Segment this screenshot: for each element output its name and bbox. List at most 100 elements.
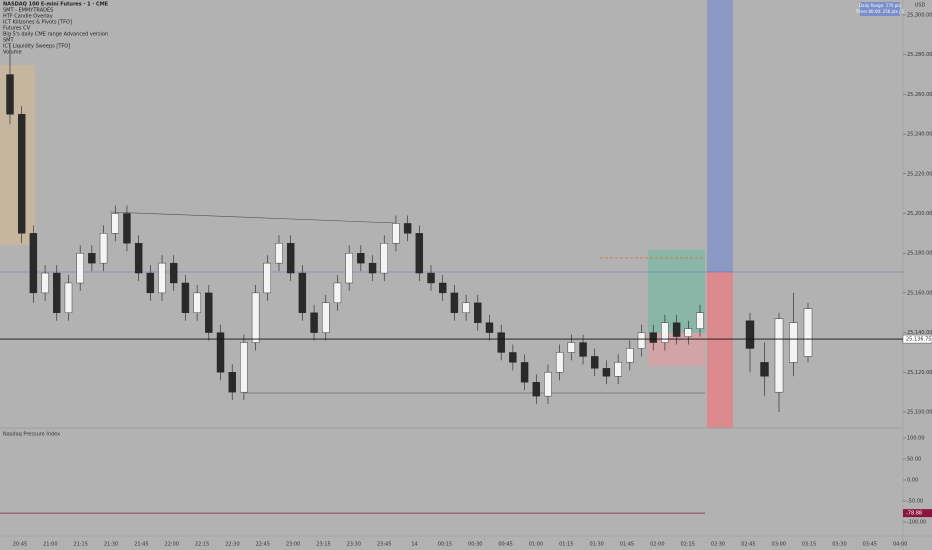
- candle-body: [216, 332, 225, 373]
- x-tick-label: 03:00: [772, 542, 786, 548]
- candle-body: [661, 322, 669, 343]
- range-bar-down: [707, 272, 733, 428]
- candle-body: [88, 252, 96, 264]
- candle-body: [333, 282, 342, 304]
- trend-line: [109, 211, 396, 224]
- candle-body: [760, 362, 769, 377]
- candle-body: [170, 262, 178, 284]
- y-tick-label: 25,160.00: [907, 290, 932, 296]
- candle-body: [439, 282, 447, 294]
- candle-body: [99, 233, 108, 264]
- candle-body: [637, 332, 646, 349]
- candle-body: [64, 282, 73, 313]
- x-tick-label: 21:45: [134, 542, 148, 548]
- candle-body: [251, 292, 260, 343]
- candle-body: [774, 318, 784, 393]
- candle-body: [17, 114, 26, 234]
- x-tick-label: 20:45: [13, 542, 27, 548]
- candle-body: [357, 252, 365, 264]
- candle-body: [602, 368, 611, 377]
- candle-body: [368, 262, 377, 274]
- y-tick-label: 0.00: [907, 478, 918, 484]
- info-box: [860, 2, 900, 16]
- candle-body: [146, 272, 155, 294]
- y-tick-label: 25,180.00: [907, 251, 932, 257]
- candle-body: [158, 262, 166, 294]
- candle-body: [298, 272, 307, 313]
- candle-body: [76, 252, 84, 284]
- candle-body: [123, 213, 131, 244]
- candle-body: [29, 233, 38, 294]
- candle-body: [415, 233, 424, 274]
- candle-body: [672, 322, 681, 337]
- indicator-name: HTF Candle Overlay: [3, 14, 53, 20]
- y-tick-label: 25,240.00: [907, 132, 932, 138]
- candle-body: [205, 292, 213, 333]
- candle-body: [520, 362, 529, 383]
- candle-body: [134, 243, 143, 274]
- y-tick-label: 25,300.00: [907, 13, 932, 19]
- x-tick-label: 00:15: [438, 542, 452, 548]
- range-bar-up: [707, 0, 733, 272]
- candle-body: [111, 213, 119, 234]
- x-tick-label: 22:45: [256, 542, 270, 548]
- currency[interactable]: USD: [915, 3, 926, 9]
- candle-body: [193, 292, 201, 313]
- x-tick-label: 03:15: [802, 542, 816, 548]
- candle-body: [403, 223, 412, 234]
- candle-body: [591, 356, 599, 369]
- x-tick-label: 21:30: [104, 542, 118, 548]
- y-tick-label: 25,280.00: [907, 52, 932, 58]
- candle-body: [427, 272, 435, 284]
- x-tick-label: 03:45: [863, 542, 877, 548]
- y-tick-label: -100.00: [907, 520, 926, 526]
- candle-body: [696, 312, 704, 329]
- x-tick-label: 02:15: [680, 542, 694, 548]
- x-tick-label: 22:15: [195, 542, 209, 548]
- x-tick-label: 03:30: [832, 542, 846, 548]
- killzone-box: [0, 65, 35, 245]
- candle-body: [803, 308, 813, 357]
- y-tick-label: -50.00: [907, 499, 923, 505]
- indicator-name: Volume: [3, 50, 22, 56]
- candle-body: [579, 342, 587, 357]
- y-tick-label: 25,200.00: [907, 211, 932, 217]
- x-tick-label: 01:15: [559, 542, 573, 548]
- candle-body: [474, 302, 482, 323]
- indicator-tag: [903, 509, 932, 518]
- candle-body: [532, 382, 540, 397]
- candle-body: [649, 332, 657, 343]
- candle-body: [626, 348, 634, 363]
- y-tick-label: 25,100.00: [907, 410, 932, 416]
- candle-body: [228, 372, 236, 393]
- candle-body: [6, 74, 14, 115]
- x-tick-label: 00:45: [498, 542, 512, 548]
- indicator-title: Nasdaq Pressure Index: [3, 432, 60, 438]
- candle-body: [567, 342, 576, 353]
- indicator-name: SMT: [3, 38, 14, 44]
- x-tick-label: 02:00: [650, 542, 664, 548]
- candle-body: [745, 320, 755, 349]
- x-tick-label: 00:30: [468, 542, 482, 548]
- candle-body: [380, 243, 388, 274]
- candle-body: [462, 302, 470, 313]
- candle-body: [275, 243, 283, 264]
- x-tick-label: 04:00: [893, 542, 907, 548]
- x-tick-label: 23:30: [347, 542, 361, 548]
- candle-body: [789, 322, 798, 363]
- candle-body: [509, 352, 517, 363]
- x-tick-label: 21:15: [73, 542, 87, 548]
- indicator-value-label: -78.88: [906, 511, 922, 517]
- x-tick-label: 23:15: [316, 542, 330, 548]
- info-text: Daily Range: 170 pts: [859, 3, 901, 8]
- x-tick-label: 02:45: [741, 542, 755, 548]
- y-tick-label: 25,260.00: [907, 92, 932, 98]
- candle-body: [684, 328, 693, 337]
- x-tick-label: 02:30: [711, 542, 725, 548]
- x-tick-label: 23:45: [377, 542, 391, 548]
- x-tick-label: 01:30: [589, 542, 603, 548]
- y-tick-label: 25,140.00: [907, 330, 932, 336]
- x-tick-label: 01:45: [620, 542, 634, 548]
